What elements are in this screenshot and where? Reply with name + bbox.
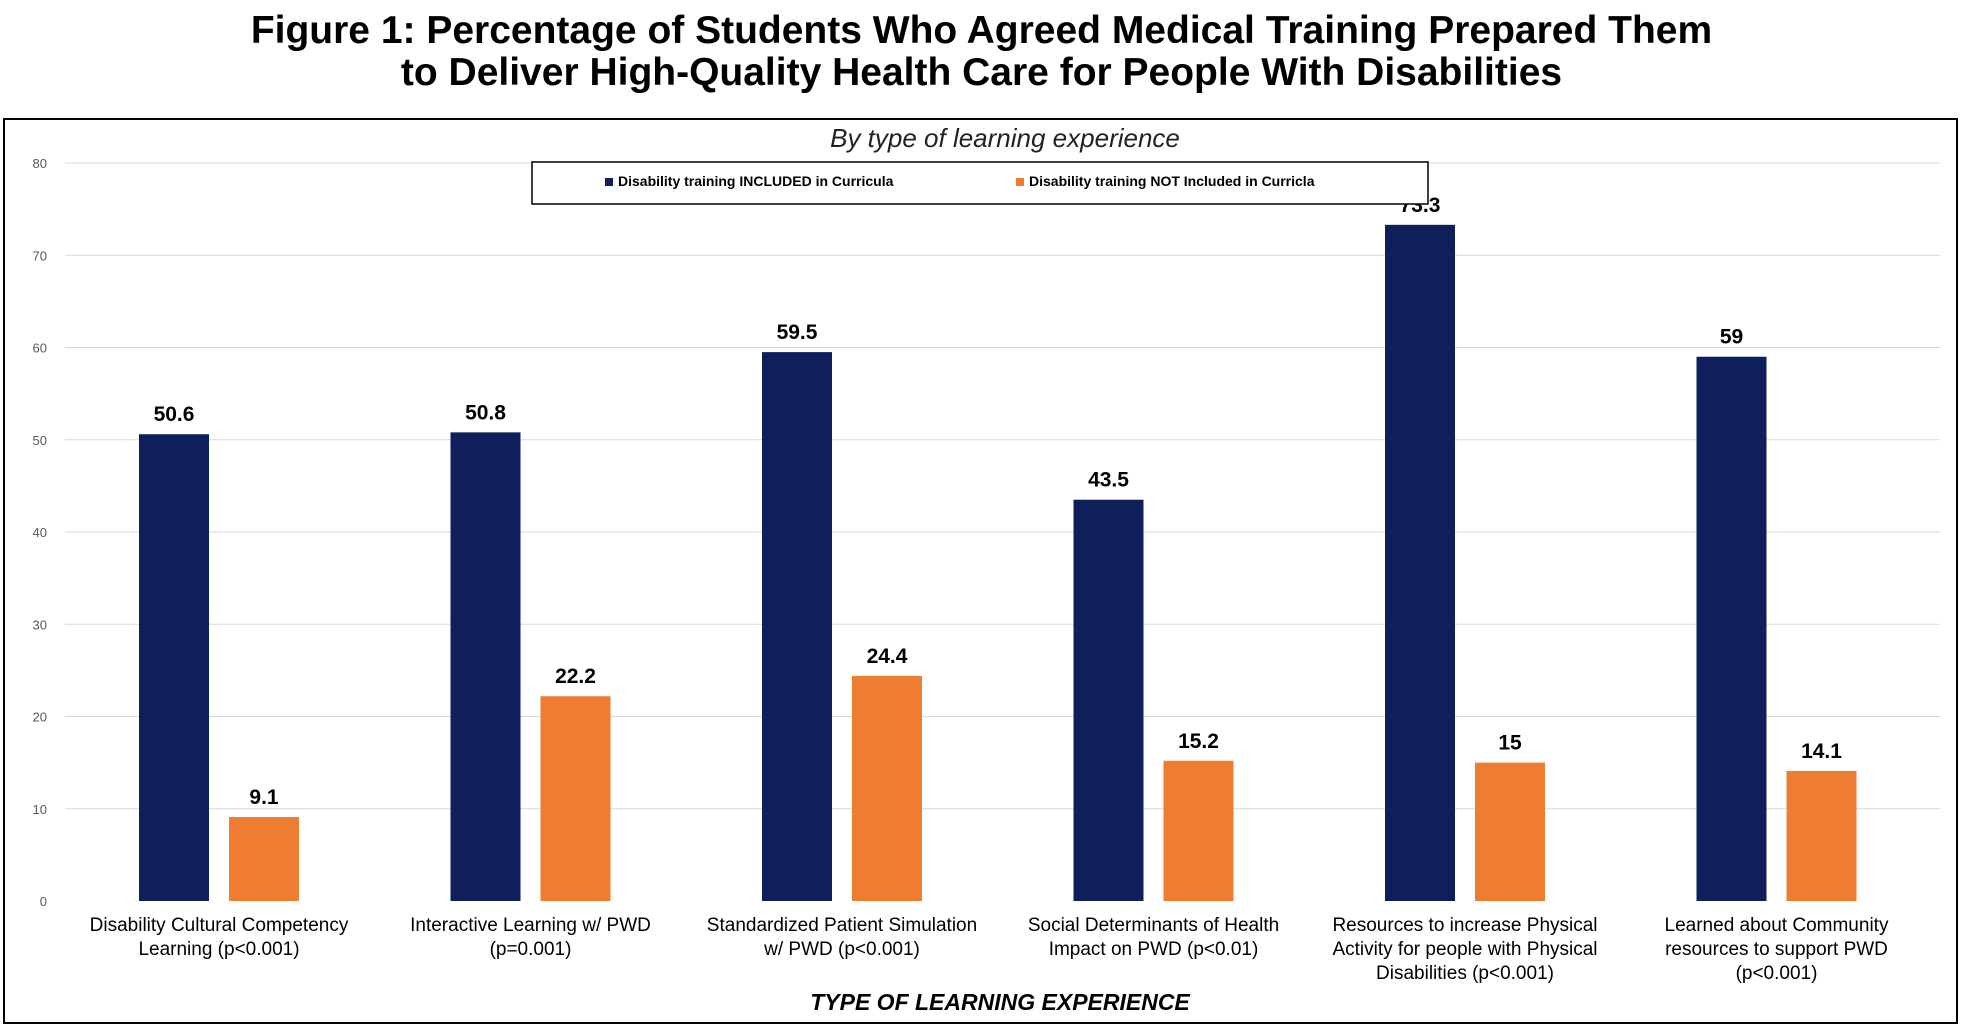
legend-swatch-included (605, 178, 613, 186)
data-label-not-included-6: 14.1 (1801, 740, 1842, 763)
bar-not-included-1 (229, 817, 299, 901)
chart-frame: 0 10 20 30 40 50 60 70 80 50.6 9.1 50.8 22.2 59.5 24.… (3, 118, 1958, 1024)
category-label-1: Disability Cultural Competency Learning (… (90, 915, 349, 960)
y-tick-label-80: 80 (33, 156, 47, 171)
y-tick-label-40: 40 (33, 525, 47, 540)
bar-included-4 (1073, 499, 1144, 901)
legend-box (531, 161, 1429, 205)
bar-included-5 (1385, 224, 1455, 901)
chart-subtitle: By type of learning experience (830, 123, 1180, 153)
bars (139, 224, 1857, 902)
bar-not-included-5 (1475, 762, 1545, 901)
bar-included-2 (450, 432, 521, 901)
data-label-not-included-2: 22.2 (555, 665, 596, 688)
legend-swatch-not-included (1016, 178, 1024, 186)
x-axis-title: TYPE OF LEARNING EXPERIENCE (810, 989, 1190, 1015)
y-tick-label-10: 10 (33, 802, 47, 817)
data-label-not-included-3: 24.4 (867, 645, 908, 668)
category-label-6: Learned about Community resources to supp… (1665, 915, 1889, 984)
bar-not-included-6 (1786, 770, 1857, 901)
category-label-4: Social Determinants of Health Impact on P… (1028, 915, 1279, 960)
data-label-included-4: 43.5 (1088, 469, 1129, 492)
bar-included-3 (762, 352, 832, 901)
data-label-included-1: 50.6 (154, 403, 195, 426)
y-axis-ticks: 0 10 20 30 40 50 60 70 80 (33, 156, 47, 909)
y-tick-label-60: 60 (33, 341, 47, 356)
y-tick-label-20: 20 (33, 710, 47, 725)
gridlines (65, 162, 1940, 810)
bar-not-included-3 (852, 675, 922, 901)
y-tick-label-70: 70 (33, 248, 47, 263)
data-label-included-3: 59.5 (777, 321, 818, 344)
data-label-not-included-5: 15 (1498, 732, 1522, 755)
y-tick-label-0: 0 (40, 894, 47, 909)
bar-chart: 0 10 20 30 40 50 60 70 80 50.6 9.1 50.8 22.2 59.5 24.… (33, 123, 1940, 1015)
figure-title-line-2: to Deliver High-Quality Health Care for … (400, 51, 1563, 94)
bar-included-6 (1696, 356, 1767, 902)
bar-not-included-4 (1163, 760, 1234, 901)
bar-included-1 (139, 434, 209, 901)
category-label-5: Resources to increase Physical Activity f… (1332, 915, 1597, 984)
y-tick-label-30: 30 (33, 617, 47, 632)
y-tick-label-50: 50 (33, 433, 47, 448)
data-label-included-2: 50.8 (465, 401, 506, 424)
category-label-2: Interactive Learning w/ PWD (p=0.001) (410, 915, 651, 960)
figure-title: Figure 1: Percentage of Students Who Agr… (0, 10, 1963, 94)
legend-label-not-included: Disability training NOT Included in Curr… (1029, 173, 1315, 189)
data-label-not-included-4: 15.2 (1178, 730, 1219, 753)
x-axis-category-labels: Disability Cultural Competency Learning (… (90, 915, 1889, 984)
category-label-3: Standardized Patient Simulation w/ PWD (p… (707, 915, 977, 960)
data-label-not-included-1: 9.1 (249, 786, 279, 809)
legend-label-included: Disability training INCLUDED in Curricul… (618, 173, 894, 189)
figure-title-line-1: Figure 1: Percentage of Students Who Agr… (250, 9, 1713, 52)
bar-not-included-2 (540, 696, 611, 901)
legend: Disability training INCLUDED in Curricul… (531, 161, 1429, 205)
data-label-included-6: 59 (1720, 326, 1743, 349)
